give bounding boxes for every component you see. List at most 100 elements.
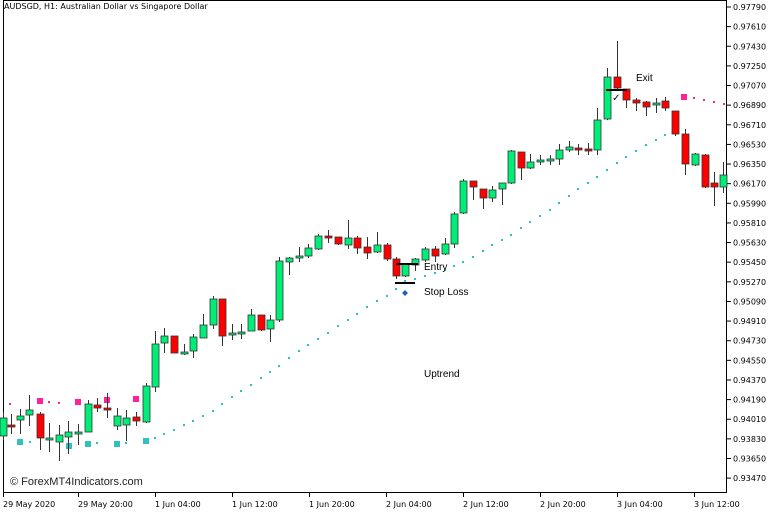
candle-body [469, 180, 478, 188]
candle [536, 155, 545, 165]
candle-body [421, 248, 430, 261]
support-dot [366, 306, 368, 308]
support-dot [288, 357, 290, 359]
y-tick-label: 0.96170 [733, 180, 766, 189]
candle-body [314, 235, 323, 250]
candle [574, 144, 583, 155]
y-tick-label: 0.95810 [733, 219, 766, 228]
candle [431, 246, 440, 262]
support-dot [635, 150, 637, 152]
x-tick-label: 1 Jun 20:00 [309, 500, 355, 509]
candle [151, 331, 160, 392]
resistance-dot [48, 401, 50, 403]
support-marker [114, 441, 120, 447]
support-dot [154, 437, 156, 439]
candle-body [180, 351, 189, 355]
support-dot [472, 256, 474, 258]
support-dot [395, 288, 397, 290]
y-tick-label: 0.93830 [733, 435, 766, 444]
candle-body [74, 431, 83, 435]
candle-body [536, 159, 545, 163]
resistance-dot [723, 103, 725, 105]
candle [450, 212, 459, 248]
candle [459, 179, 468, 214]
y-tick-label: 0.95630 [733, 239, 766, 248]
trade-annotations [395, 89, 627, 296]
chart-title: AUDSGD, H1: Australian Dollar vs Singapo… [4, 2, 208, 11]
candle-body [574, 147, 583, 151]
support-dot [307, 344, 309, 346]
candle-body [160, 335, 169, 344]
y-tick-label: 0.94910 [733, 317, 766, 326]
candle-body [642, 101, 651, 108]
candle-body [546, 158, 555, 162]
stop-marker-icon [402, 290, 408, 296]
candle-body [632, 99, 641, 104]
y-tick-label: 0.95990 [733, 199, 766, 208]
support-dot [240, 390, 242, 392]
candle-body [334, 236, 343, 245]
candle [84, 400, 93, 433]
candle [498, 182, 507, 205]
candle [565, 141, 574, 152]
candle [199, 314, 208, 339]
support-dot [434, 272, 436, 274]
candle [122, 410, 131, 441]
candle [16, 409, 25, 434]
candle [710, 172, 719, 206]
candle [295, 247, 304, 262]
price-axis: 0.97790 0.97610 0.97430 0.97250 0.97070 0.968… [727, 3, 766, 483]
candle [247, 309, 256, 332]
candle [170, 335, 179, 354]
support-dot [453, 265, 455, 267]
support-dot [337, 325, 339, 327]
candle [304, 244, 313, 258]
candle-body [189, 336, 198, 352]
support-dot [125, 442, 127, 444]
support-dot [386, 295, 388, 297]
resistance-marker [133, 396, 139, 402]
x-tick-label: 3 Jun 04:00 [617, 500, 663, 509]
x-tick-label: 1 Jun 12:00 [232, 500, 278, 509]
candle [401, 263, 410, 277]
candle [7, 414, 16, 434]
candle [681, 129, 690, 175]
candle-body [584, 148, 593, 152]
candle [373, 232, 382, 253]
candle-body [36, 413, 45, 439]
support-trail [17, 134, 666, 449]
y-tick-label: 0.95270 [733, 278, 766, 287]
candle-body [237, 331, 246, 335]
support-dot [376, 300, 378, 302]
y-tick-label: 0.96890 [733, 101, 766, 110]
candle-body [517, 151, 526, 169]
support-dot [444, 269, 446, 271]
candle [93, 398, 102, 412]
support-marker [143, 438, 149, 444]
support-dot [482, 250, 484, 252]
candle [363, 237, 372, 259]
watermark: © ForexMT4Indicators.com [10, 476, 143, 488]
support-marker [17, 439, 23, 445]
support-dot [327, 332, 329, 334]
candle-body [122, 417, 131, 426]
candle-body [103, 407, 112, 411]
support-dot [606, 169, 608, 171]
support-dot [96, 442, 98, 444]
candle-body [113, 415, 122, 427]
candle [160, 328, 169, 353]
candle-body [401, 263, 410, 277]
candle-body [295, 255, 304, 259]
support-dot [587, 182, 589, 184]
support-dot [655, 139, 657, 141]
support-dot [491, 244, 493, 246]
support-dot [549, 209, 551, 211]
candle-body [701, 154, 710, 188]
candle [113, 408, 122, 430]
candle [632, 98, 641, 111]
trend-label: Uptrend [424, 369, 460, 380]
candle [392, 257, 401, 279]
candle [228, 324, 237, 340]
